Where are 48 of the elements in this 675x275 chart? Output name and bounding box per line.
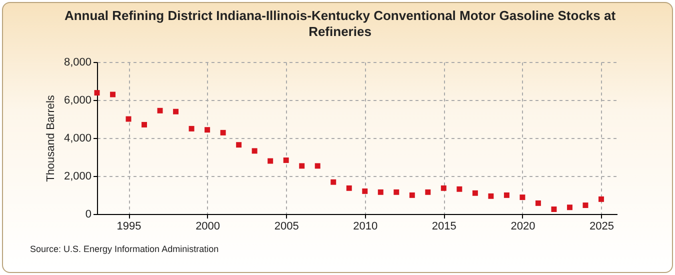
point [362, 188, 368, 194]
y-tick-label: 0 [85, 208, 92, 220]
point [394, 189, 400, 195]
point [472, 190, 478, 196]
source-note: Source: U.S. Energy Information Administration [30, 244, 219, 254]
point [236, 142, 242, 148]
y-tick-label: 4,000 [64, 132, 92, 144]
point [551, 206, 557, 212]
point [504, 192, 510, 198]
y-tick-label: 2,000 [64, 170, 92, 182]
point [440, 185, 446, 191]
point [566, 204, 572, 210]
point [110, 92, 116, 98]
point [520, 194, 526, 200]
point [126, 116, 132, 122]
point [378, 189, 384, 195]
point [456, 186, 462, 192]
point [142, 122, 148, 128]
point [299, 163, 305, 169]
point [314, 163, 320, 169]
point [488, 193, 494, 199]
y-tick-label: 6,000 [64, 94, 92, 106]
point [330, 179, 336, 185]
point [425, 189, 431, 195]
point [94, 90, 100, 96]
x-tick-label: 2025 [590, 220, 614, 232]
point [252, 148, 258, 154]
point [157, 108, 163, 114]
x-tick-label: 2005 [274, 220, 299, 232]
point [409, 192, 415, 198]
point [220, 130, 226, 136]
chart-title: Annual Refining District Indiana-Illinois-Kentucky Conventional Motor Gasoline Stocks at Refineries [63, 8, 617, 40]
point [173, 108, 179, 114]
point [535, 200, 541, 206]
point [598, 196, 604, 202]
x-tick-label: 2000 [196, 220, 220, 232]
x-tick-label: 2020 [510, 220, 536, 232]
point [268, 158, 274, 164]
point [346, 185, 352, 191]
point [204, 127, 210, 133]
x-tick-label: 1995 [116, 220, 142, 232]
x-tick-label: 2010 [353, 220, 378, 232]
point [283, 157, 289, 163]
y-tick-label: 8,000 [64, 56, 92, 68]
point [188, 126, 194, 132]
point [582, 202, 588, 208]
x-tick-label: 2015 [432, 220, 456, 232]
y-axis-title: Thousand Barrels [44, 94, 57, 182]
